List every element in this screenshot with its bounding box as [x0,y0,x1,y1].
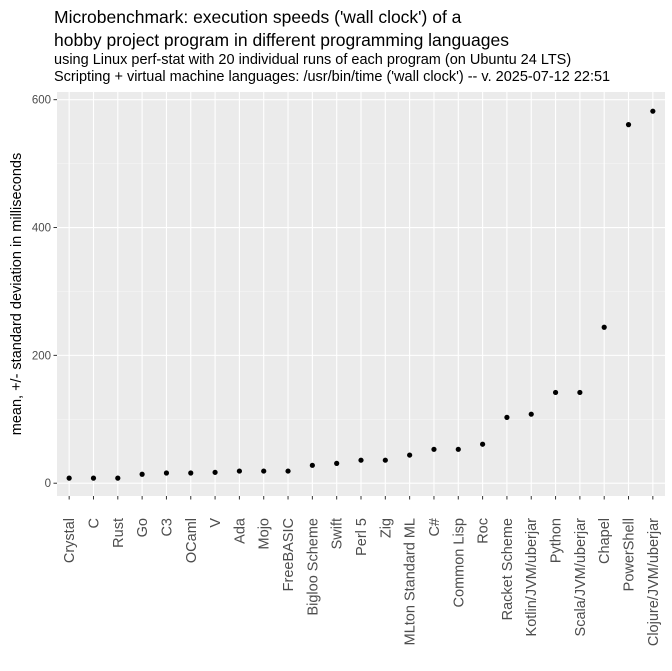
x-tick-label: Rust [111,518,127,548]
data-point [90,475,97,481]
data-point [358,457,364,463]
chart-title: Microbenchmark: execution speeds ('wall … [54,7,509,50]
data-point [431,446,437,452]
data-point [261,468,267,474]
data-point [163,470,170,476]
data-point [188,470,194,476]
data-point [236,468,242,474]
x-tick-label: Clojure/JVM/uberjar [646,518,662,646]
data-point [139,471,145,477]
major-gridlines [57,92,665,496]
data-point [309,462,315,468]
data-point [601,324,607,330]
x-tick-label: Common Lisp [451,518,467,607]
x-tick-label: PowerShell [622,518,638,591]
x-tick-label: Go [135,518,151,537]
y-tick-label: 0 [45,478,51,490]
x-tick-label: Mojo [257,518,273,549]
data-point [334,460,340,466]
x-tick-label: Zig [378,518,394,538]
y-tick-label: 600 [32,95,51,107]
x-tick-label: FreeBASIC [281,518,297,591]
x-tick-label: Python [549,518,565,563]
x-tick-label: Crystal [62,518,78,563]
y-tick-label: 400 [32,223,51,235]
y-tick-label: 200 [32,350,51,362]
x-axis: Crystal C Rust Go C3 OCaml V Ada Mojo FreeBASIC Bi… [62,496,662,646]
x-tick-label: Kotlin/JVM/uberjar [524,518,540,637]
chart-subtitle: using Linux perf-stat with 20 individual… [54,52,669,86]
data-point [528,411,534,417]
x-tick-label: V [208,518,224,528]
data-point [407,452,413,458]
y-axis-label: mean, +/- standard deviation in millisec… [9,153,25,436]
x-tick-label: Scala/JVM/uberjar [573,518,589,637]
data-point [455,446,461,452]
x-tick-label: Roc [476,518,492,544]
data-point [504,414,510,420]
data-point [650,108,656,114]
data-points [66,108,656,481]
data-point [285,468,291,474]
x-tick-label: Swift [330,518,346,549]
data-point [577,389,583,396]
x-tick-label: Bigloo Scheme [305,518,321,616]
x-tick-label: C3 [159,518,175,537]
x-tick-label: Perl 5 [354,518,370,556]
data-point [552,389,559,396]
x-tick-label: OCaml [184,518,200,563]
x-tick-label: C# [427,518,443,537]
data-point [212,469,218,475]
data-point [382,457,388,463]
data-point [115,475,121,481]
x-tick-label: Chapel [597,518,613,564]
x-tick-label: Racket Scheme [500,518,516,620]
subtitle-line-1: using Linux perf-stat with 20 individual… [54,52,572,68]
x-tick-label: C [86,518,102,528]
data-point [66,475,72,481]
data-point [480,441,486,447]
subtitle-line-2: Scripting + virtual machine languages: /… [54,69,611,85]
x-tick-label: MLton Standard ML [403,518,419,645]
data-point [625,122,632,128]
x-tick-label: Ada [232,517,248,544]
y-axis: 0 200 400 600 [32,95,57,490]
